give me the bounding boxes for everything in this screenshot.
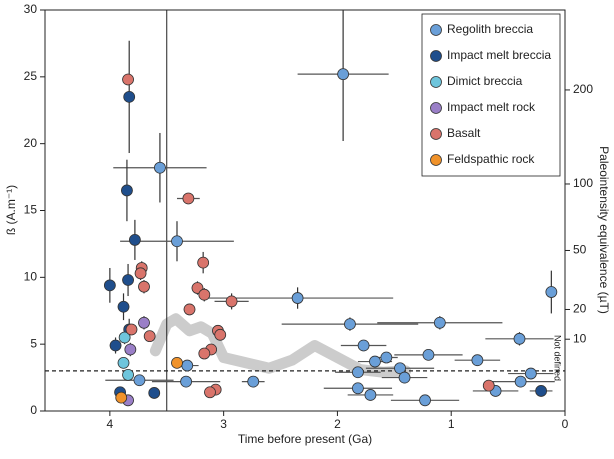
- data-point: [154, 161, 166, 174]
- legend-marker: [430, 102, 442, 114]
- legend-box: [421, 13, 561, 177]
- legend-label: Regolith breccia: [447, 22, 533, 36]
- data-point: [471, 354, 484, 367]
- y2-tick-label: 100: [573, 176, 593, 190]
- data-point: [514, 375, 527, 388]
- data-point: [180, 375, 192, 388]
- legend-marker: [430, 76, 442, 88]
- data-point: [419, 394, 431, 407]
- data-point: [143, 330, 156, 343]
- data-point: [122, 73, 134, 86]
- data-point: [183, 303, 196, 316]
- data-point: [122, 369, 134, 381]
- data-point: [171, 235, 183, 248]
- y-axis-title: ß (A.m⁻¹): [4, 185, 18, 235]
- data-point: [181, 359, 194, 372]
- data-point: [364, 389, 377, 401]
- data-point: [204, 386, 216, 399]
- data-point: [482, 379, 495, 392]
- data-point: [117, 300, 130, 313]
- legend-marker: [430, 24, 442, 36]
- x-tick-label: 1: [448, 417, 455, 431]
- y2-tick-label: 50: [573, 243, 587, 257]
- legend-label: Dimict breccia: [447, 74, 523, 88]
- data-point: [182, 192, 195, 205]
- data-point: [352, 366, 364, 379]
- data-point: [545, 286, 558, 298]
- data-point: [513, 332, 526, 345]
- y2-tick-label: 20: [573, 302, 587, 316]
- data-point: [337, 68, 350, 81]
- data-point: [118, 331, 131, 344]
- reference-curve: [149, 313, 412, 378]
- data-point: [133, 374, 146, 387]
- data-point: [535, 385, 548, 397]
- data-point: [198, 288, 211, 301]
- data-point: [352, 382, 364, 395]
- data-point: [394, 362, 406, 375]
- data-point: [121, 184, 133, 197]
- y-tick-label: 30: [24, 2, 38, 16]
- y-tick-label: 20: [24, 136, 38, 150]
- data-point: [134, 267, 147, 280]
- data-point: [369, 355, 381, 368]
- data-point: [433, 316, 446, 329]
- data-point: [380, 351, 393, 364]
- data-point: [422, 348, 435, 361]
- data-point: [198, 347, 211, 360]
- data-point: [398, 371, 411, 384]
- data-point: [524, 367, 537, 380]
- x-tick-label: 0: [562, 417, 569, 431]
- data-point: [115, 391, 128, 404]
- data-point: [138, 316, 150, 329]
- legend-label: Impact melt rock: [447, 100, 536, 114]
- y2-tick-label: 200: [573, 82, 593, 96]
- data-point: [103, 279, 116, 292]
- data-point: [117, 356, 130, 369]
- data-point: [123, 90, 136, 103]
- data-point: [128, 234, 141, 246]
- data-point: [344, 318, 356, 331]
- x-tick-label: 4: [107, 417, 114, 431]
- x-axis-title: Time before present (Ga): [238, 432, 372, 446]
- x-tick-label: 3: [220, 417, 227, 431]
- data-point: [109, 339, 122, 352]
- data-point: [124, 343, 137, 356]
- data-point: [197, 256, 210, 269]
- y-tick-label: 25: [24, 69, 38, 83]
- data-point: [148, 387, 161, 399]
- data-point: [225, 295, 238, 308]
- y-tick-label: 5: [30, 336, 37, 350]
- y-tick-label: 10: [24, 270, 38, 284]
- y2-axis-title: Paleointensity equivalence (µT): [597, 146, 611, 314]
- data-point: [291, 292, 304, 304]
- data-point: [357, 339, 370, 352]
- annotation: Not defined: [553, 335, 563, 381]
- data-point: [122, 274, 134, 286]
- data-point: [214, 328, 227, 341]
- legend-marker: [430, 50, 442, 62]
- data-point: [171, 356, 183, 369]
- legend-label: Feldspathic rock: [447, 152, 535, 166]
- legend-label: Basalt: [447, 126, 481, 140]
- data-point: [125, 323, 138, 336]
- data-point: [138, 280, 150, 293]
- x-tick-label: 2: [334, 417, 341, 431]
- legend-marker: [430, 154, 442, 166]
- y2-tick-label: 10: [573, 331, 587, 345]
- y-tick-label: 0: [30, 403, 37, 417]
- legend-marker: [430, 128, 442, 140]
- data-point: [247, 375, 260, 388]
- legend-label: Impact melt breccia: [447, 48, 551, 62]
- y-tick-label: 15: [24, 203, 38, 217]
